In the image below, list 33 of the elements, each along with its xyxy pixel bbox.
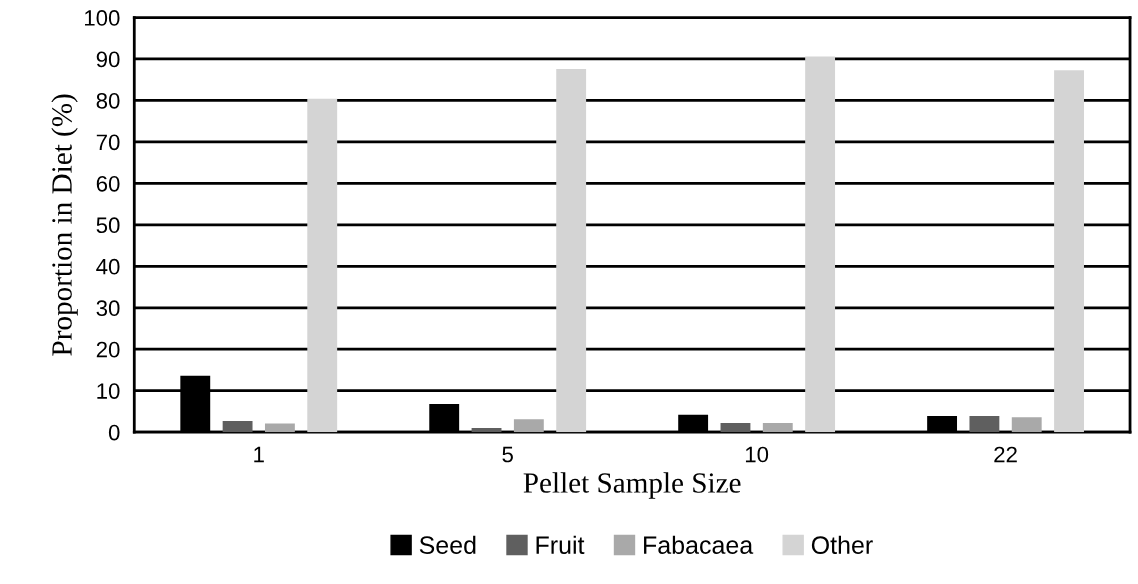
bar — [264, 423, 295, 433]
y-tick-label: 10 — [97, 383, 120, 399]
y-axis-title: Proportion in Diet (%) — [51, 94, 78, 356]
bar — [556, 68, 587, 433]
legend-label: Fruit — [536, 535, 585, 554]
legend-label: Seed — [419, 535, 476, 554]
bar — [762, 423, 793, 433]
bar — [222, 420, 253, 433]
x-tick-label: 5 — [502, 446, 513, 463]
y-tick-label: 90 — [96, 51, 120, 68]
y-tick-label: 20 — [96, 341, 120, 358]
x-tick-label: 10 — [745, 446, 769, 463]
x-tick-label: 1 — [254, 446, 264, 463]
legend-label: Fabacaea — [644, 535, 754, 554]
bar — [1011, 417, 1042, 433]
bar — [969, 415, 1000, 433]
y-tick-label: 100 — [85, 10, 120, 26]
bar — [805, 56, 836, 433]
y-tick-label: 0 — [108, 424, 120, 441]
bar — [307, 98, 338, 433]
y-tick-label: 80 — [96, 92, 120, 109]
x-tick-label: 22 — [994, 446, 1017, 463]
bar — [720, 423, 751, 433]
legend-label: Other — [811, 535, 873, 554]
bar — [471, 428, 502, 433]
y-tick-label: 60 — [96, 175, 120, 192]
y-tick-label: 30 — [96, 300, 120, 317]
y-tick-label: 40 — [96, 258, 120, 275]
bar — [513, 419, 544, 433]
y-tick-label: 70 — [96, 134, 120, 151]
bar — [1054, 70, 1084, 433]
y-tick-label: 50 — [96, 217, 120, 234]
x-axis-title: Pellet Sample Size — [523, 472, 741, 499]
